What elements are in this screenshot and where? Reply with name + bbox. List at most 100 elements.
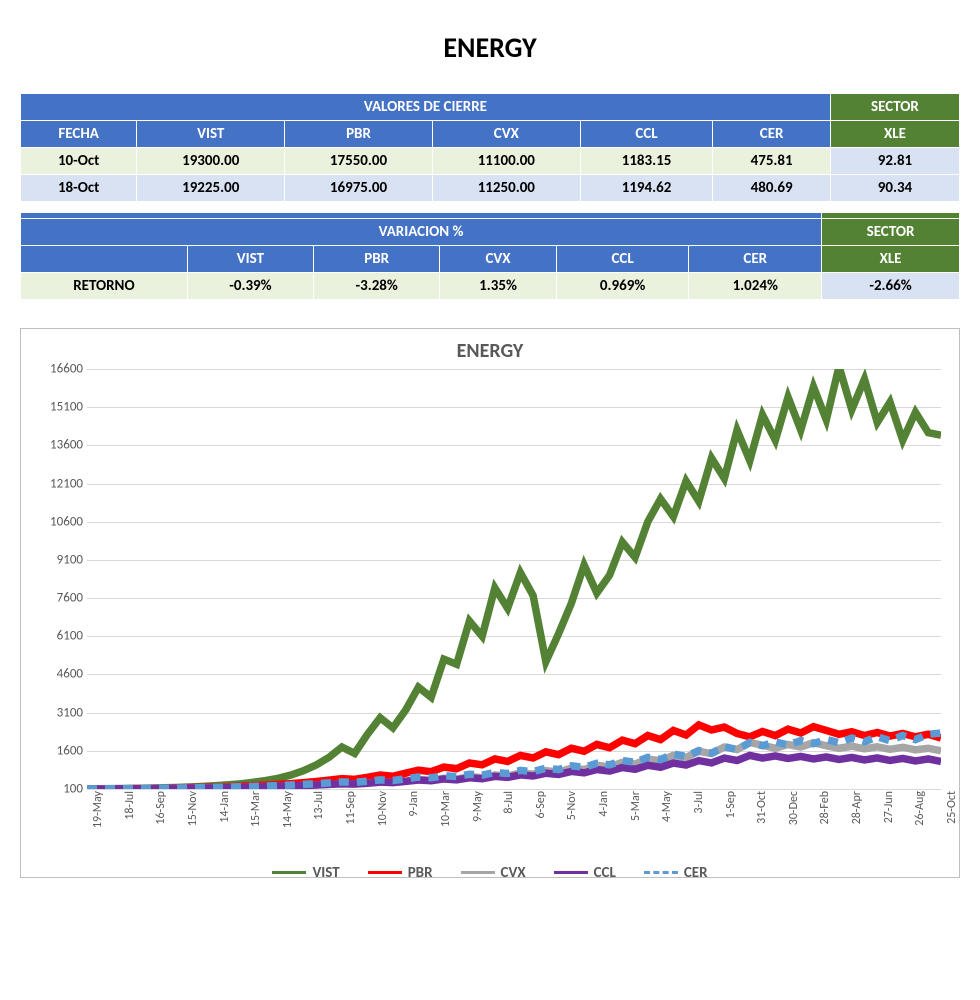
legend-swatch [644,871,678,874]
table-cell: 1194.62 [580,175,713,202]
table-sector-col: XLE [822,246,960,273]
legend-swatch [272,871,306,874]
table-cell: 11100.00 [432,148,580,175]
table-cell: RETORNO [21,273,188,300]
chart-lines [87,369,941,789]
x-axis-tick: 14-May [281,791,295,828]
chart-title: ENERGY [35,339,945,363]
table-sector-col: XLE [830,121,959,148]
legend-label: PBR [408,864,433,882]
legend-swatch [461,871,495,874]
x-axis-tick: 15-Nov [186,791,200,826]
table-cell: -3.28% [314,273,440,300]
x-axis-tick: 1-Sep [724,791,738,819]
x-axis-tick: 28-Feb [818,791,832,824]
y-axis-tick: 9100 [35,552,83,567]
table-col-header: CER [689,246,822,273]
legend-label: CVX [501,864,526,882]
x-axis-tick: 11-Sep [344,791,358,825]
table-cell: 17550.00 [285,148,433,175]
x-axis-tick: 14-Jan [218,791,232,823]
x-axis-tick: 10-Nov [376,791,390,826]
x-axis-tick: 26-Aug [913,791,927,826]
legend-label: CCL [594,864,616,882]
table-sector-header: SECTOR [830,94,959,121]
table-cell: 18-Oct [21,175,137,202]
x-axis-tick: 28-Apr [850,791,864,824]
table-col-header [21,246,188,273]
legend-swatch [554,871,588,874]
table-cell: 0.969% [556,273,689,300]
x-axis-tick: 13-Jul [312,791,326,820]
table-cell: 16975.00 [285,175,433,202]
table-col-header: CCL [556,246,689,273]
x-axis-tick: 31-Oct [755,791,769,824]
x-axis-tick: 18-Jul [123,791,137,820]
x-axis-tick: 15-Mar [249,791,263,827]
table-cell: 475.81 [713,148,831,175]
table-cell: 1.024% [689,273,822,300]
x-axis-tick: 30-Dec [787,791,801,825]
y-axis-tick: 15100 [35,400,83,415]
x-axis-tick: 5-Nov [565,791,579,820]
y-axis-tick: 1600 [35,743,83,758]
legend-item-ccl: CCL [554,864,616,882]
x-axis-tick: 19-May [91,791,105,828]
x-axis-tick: 6-Sep [534,791,548,819]
closing-values-table: VALORES DE CIERRESECTORFECHAVISTPBRCVXCC… [20,93,960,202]
x-axis-tick: 16-Sep [154,791,168,825]
table-sector-cell: 92.81 [830,148,959,175]
table-cell: 11250.00 [432,175,580,202]
table-cell: 480.69 [713,175,831,202]
y-axis-tick: 10600 [35,514,83,529]
y-axis-tick: 3100 [35,705,83,720]
table-col-header: VIST [137,121,285,148]
y-axis-tick: 16600 [35,362,83,377]
y-axis-tick: 12100 [35,476,83,491]
legend-item-vist: VIST [272,864,339,882]
chart-legend: VIST PBR CVX CCL CER [35,861,945,882]
x-axis-tick: 8-Jul [502,791,516,814]
legend-label: VIST [312,864,339,882]
page-title: ENERGY [12,30,968,65]
energy-chart: ENERGY 100 1600 3100 4600 6100 7600 9100 10600 1… [20,328,960,878]
table-sector-cell: -2.66% [822,273,960,300]
y-axis-tick: 13600 [35,438,83,453]
table-cell: 19300.00 [137,148,285,175]
table-col-header: PBR [314,246,440,273]
table-cell: 10-Oct [21,148,137,175]
table-cell: 1.35% [440,273,556,300]
y-axis-tick: 100 [35,782,83,797]
legend-item-cer: CER [644,864,708,882]
x-axis-tick: 27-Jun [882,791,896,823]
table-col-header: PBR [285,121,433,148]
y-axis-tick: 4600 [35,667,83,682]
x-axis-tick: 4-May [660,791,674,822]
table-cell: 19225.00 [137,175,285,202]
legend-label: CER [684,864,708,882]
variation-table: VARIACION %SECTOR VISTPBRCVXCCLCERXLE RETO… [20,212,960,300]
table-cell: 1183.15 [580,148,713,175]
legend-item-pbr: PBR [368,864,433,882]
table-sector-header: SECTOR [822,219,960,246]
table-merged-header: VALORES DE CIERRE [21,94,831,121]
x-axis-tick: 4-Jan [597,791,611,817]
table-col-header: CVX [440,246,556,273]
table-col-header: CVX [432,121,580,148]
x-axis-tick: 5-Mar [629,791,643,821]
x-axis-tick: 10-Mar [439,791,453,827]
x-axis-tick: 9-Jan [407,791,421,817]
x-axis-tick: 3-Jul [692,791,706,814]
y-axis-tick: 6100 [35,629,83,644]
legend-swatch [368,871,402,874]
table-cell: -0.39% [187,273,313,300]
table-col-header: CER [713,121,831,148]
table-sector-cell: 90.34 [830,175,959,202]
table-col-header: VIST [187,246,313,273]
y-axis-tick: 7600 [35,591,83,606]
x-axis-tick: 25-Oct [945,791,959,824]
legend-item-cvx: CVX [461,864,526,882]
table-merged-header: VARIACION % [21,219,822,246]
table-col-header: CCL [580,121,713,148]
x-axis-tick: 9-May [471,791,485,822]
